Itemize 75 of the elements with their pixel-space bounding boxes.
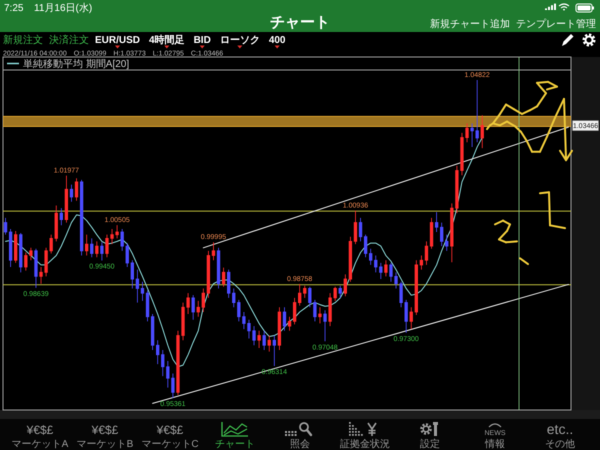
candlestick (14, 230, 18, 264)
candlestick (60, 208, 63, 226)
text: 決済注文 (49, 34, 89, 46)
text: ローソク (220, 35, 260, 46)
text: マーケットA (12, 439, 69, 450)
text: 400 (268, 35, 286, 46)
candlestick (465, 123, 469, 143)
text: EUR/USD (95, 35, 140, 46)
text: 証拠金状況 (340, 438, 390, 450)
candlestick (105, 234, 109, 258)
candlestick (394, 272, 398, 289)
text: 照会 (290, 438, 310, 450)
candlestick (384, 260, 388, 277)
legend-label: 単純移動平均 期間A[20] (23, 58, 130, 70)
candlestick (354, 210, 358, 244)
candlestick (262, 330, 266, 350)
candlestick (480, 114, 484, 149)
candlestick (257, 330, 261, 348)
candlestick (176, 330, 180, 396)
candlestick (80, 179, 84, 256)
text: ¥€$£ (90, 423, 119, 437)
text: BID (194, 35, 211, 46)
candlestick (34, 248, 38, 288)
candlestick (181, 302, 185, 341)
candlestick (460, 132, 464, 176)
text: 新規注文 (3, 34, 43, 46)
candlestick (424, 241, 428, 266)
candlestick (272, 335, 276, 366)
candlestick (8, 228, 12, 268)
text: 新規チャート追加 (430, 18, 510, 30)
candlestick (318, 306, 322, 324)
candlestick (140, 281, 144, 302)
candlestick (216, 247, 220, 289)
candlestick (85, 234, 88, 256)
candlestick (268, 335, 271, 352)
candlestick (186, 292, 190, 314)
candlestick (252, 326, 256, 346)
candlestick (74, 178, 78, 202)
text: その他 (545, 438, 575, 450)
candlestick (192, 294, 195, 320)
text: ¥€$£ (26, 423, 54, 437)
candlestick (146, 290, 150, 322)
candlestick (338, 285, 342, 298)
candlestick (100, 242, 104, 261)
candlestick (70, 184, 74, 202)
candlestick (247, 319, 251, 339)
text: 設定 (420, 438, 440, 450)
text: 7:25 (4, 3, 24, 14)
chart-title: チャート (270, 14, 330, 31)
candlestick (95, 241, 98, 258)
text: チャート (215, 439, 255, 450)
candlestick (222, 267, 226, 288)
candlestick (430, 217, 434, 250)
candlestick (19, 232, 22, 273)
candlestick (358, 217, 362, 242)
text: ¥€$£ (156, 423, 184, 437)
candlestick (282, 306, 286, 332)
candlestick (90, 238, 94, 258)
candlestick (389, 262, 393, 282)
candlestick (288, 316, 292, 332)
candlestick (323, 310, 327, 342)
text: 情報 (484, 438, 505, 450)
text: テンプレート管理 (516, 18, 596, 30)
candlestick (39, 266, 43, 284)
text: 11月16日(水) (34, 2, 92, 14)
text: マーケットC (141, 439, 199, 450)
candlestick (4, 217, 8, 236)
candlestick (212, 242, 216, 261)
candlestick (115, 224, 119, 239)
text: etc.. (546, 421, 574, 437)
text: 4時間足 (149, 34, 185, 46)
text: マーケットB (76, 439, 134, 450)
candlestick (110, 228, 114, 244)
candlestick (64, 175, 68, 223)
candlestick (278, 306, 282, 350)
